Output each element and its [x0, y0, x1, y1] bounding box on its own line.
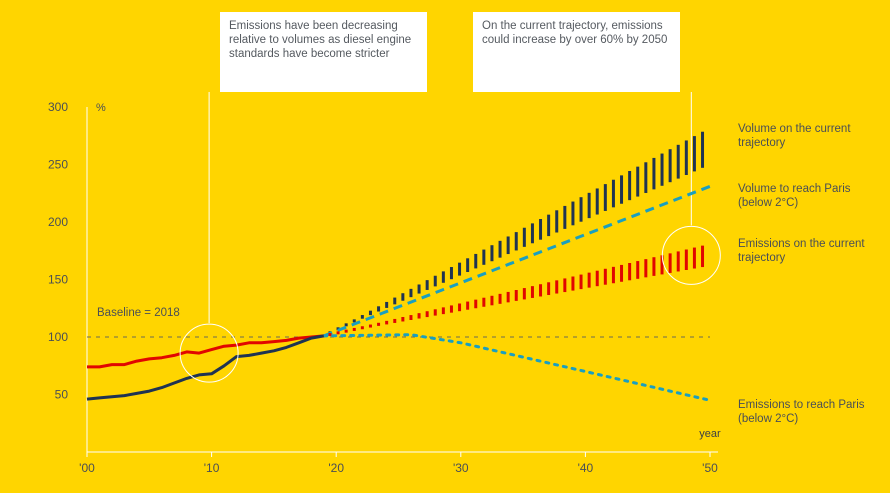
callout-right: On the current trajectory, emissions cou… [473, 12, 680, 92]
y-tick-label: 100 [48, 330, 68, 344]
baseline-group: Baseline = 2018 [87, 307, 710, 338]
projection-line-emissions_paris [322, 333, 712, 402]
label-volume-current: Volume on the current trajectory [738, 123, 851, 149]
x-tick-label: '20 [328, 461, 344, 475]
highlight-circle-left [179, 323, 239, 383]
highlight-circles [179, 225, 721, 383]
y-tick-label: 300 [48, 100, 68, 114]
x-axis-title: year [699, 428, 721, 440]
projection-line-volume_paris [323, 184, 711, 338]
y-tick-label: 250 [48, 158, 68, 172]
projections [322, 131, 712, 402]
highlight-circle-right [661, 225, 721, 285]
x-tick-label: '10 [204, 461, 220, 475]
y-tick-label: 200 [48, 215, 68, 229]
y-tick-label: 150 [48, 273, 68, 287]
x-tick-label: '30 [453, 461, 469, 475]
callout-left-text: Emissions have been decreasing relative … [229, 20, 412, 60]
axes: 50 100 150 200 250 300 % '00 '10 '20 '30 '40 '50 year [48, 100, 721, 475]
historical-series [86, 334, 324, 401]
label-emissions-current: Emissions on the current trajectory [738, 238, 865, 264]
label-volume-paris: Volume to reach Paris (below 2°C) [738, 183, 851, 209]
x-tick-label: '00 [79, 461, 95, 475]
callout-right-text: On the current trajectory, emissions cou… [482, 20, 668, 46]
label-emissions-paris: Emissions to reach Paris (below 2°C) [738, 399, 865, 425]
callout-guides [208, 92, 692, 324]
x-tick-label: '50 [702, 461, 718, 475]
historical-line-emissions [87, 334, 324, 369]
callout-left: Emissions have been decreasing relative … [220, 12, 427, 92]
y-tick-label: 50 [55, 388, 69, 402]
baseline-label: Baseline = 2018 [97, 307, 180, 319]
historical-line-volume [86, 334, 324, 401]
x-tick-label: '40 [578, 461, 594, 475]
y-unit-label: % [96, 102, 106, 114]
